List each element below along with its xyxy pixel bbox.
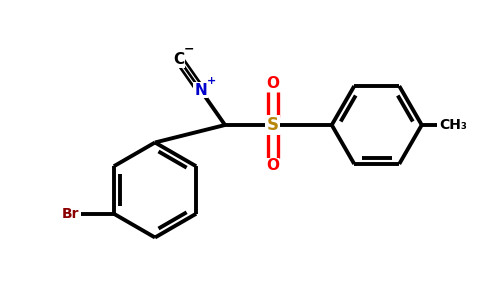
Text: CH₃: CH₃ <box>439 118 467 132</box>
Text: +: + <box>207 76 216 86</box>
Text: O: O <box>266 76 279 92</box>
Text: C: C <box>174 52 185 67</box>
Text: S: S <box>267 116 278 134</box>
Text: O: O <box>266 158 279 173</box>
Text: Br: Br <box>61 207 79 221</box>
Text: −: − <box>184 43 195 56</box>
Text: N: N <box>194 83 207 98</box>
